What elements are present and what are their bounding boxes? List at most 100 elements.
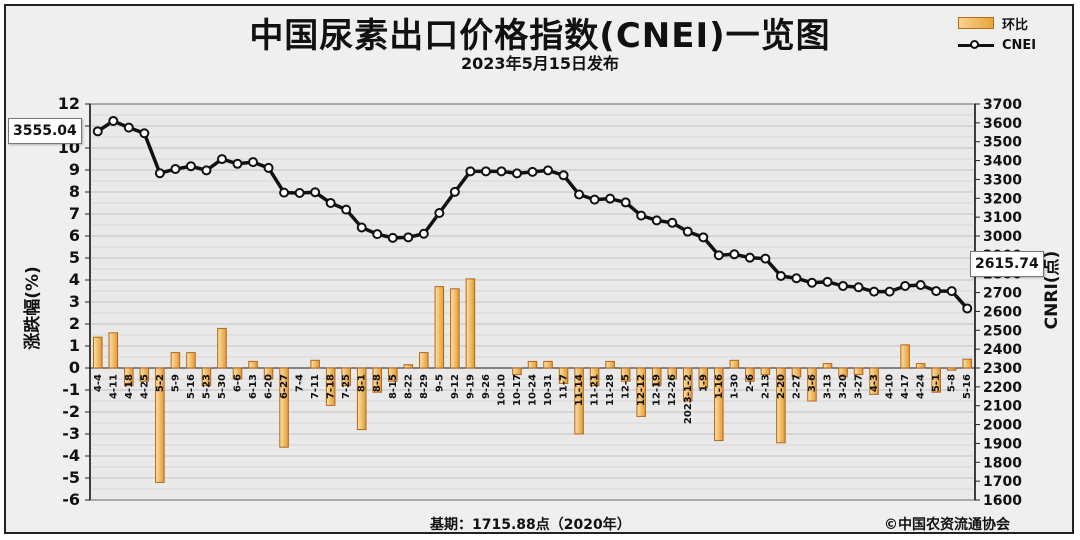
- cnei-point: [449, 186, 460, 197]
- right-tick-label: 2000: [983, 418, 1022, 434]
- right-tick-label: 1700: [983, 474, 1022, 490]
- cnei-point: [620, 197, 631, 208]
- bar-mark: [372, 367, 383, 393]
- bar-mark: [527, 360, 538, 369]
- cnei-point: [636, 210, 647, 221]
- right-axis-title: CNRI(点): [1041, 251, 1062, 330]
- category-label: 2-13: [760, 374, 771, 399]
- category-label: 8-8: [372, 374, 383, 392]
- cnei-point: [574, 189, 585, 200]
- bar-mark: [512, 367, 522, 376]
- right-tick-label: 2600: [983, 304, 1022, 320]
- cnei-point: [341, 204, 352, 215]
- bar-mark: [356, 367, 367, 431]
- cnei-point: [884, 286, 895, 297]
- legend-item-bar: 环比: [958, 12, 1068, 34]
- left-tick-label: -4: [62, 446, 80, 465]
- category-label: 1-16: [714, 374, 725, 399]
- category-label: 4-3: [869, 374, 880, 392]
- left-tick-label: 12: [58, 94, 80, 113]
- left-tick-label: 9: [69, 160, 80, 179]
- cnei-point: [511, 168, 522, 179]
- cnei-point: [605, 193, 616, 204]
- cnei-point: [962, 303, 973, 314]
- bar-mark: [807, 367, 817, 402]
- legend-bar-label: 环比: [1002, 17, 1029, 33]
- category-label: 4-24: [916, 374, 927, 399]
- category-label: 9-12: [450, 374, 461, 399]
- cnei-point: [310, 187, 321, 198]
- category-label: 5-9: [170, 374, 181, 392]
- cnei-point: [248, 157, 259, 168]
- left-tick-label: -3: [62, 424, 80, 443]
- category-label: 4-18: [124, 374, 135, 399]
- category-label: 11-28: [605, 374, 616, 406]
- category-label: 11-7: [559, 374, 570, 399]
- bar-mark: [838, 367, 848, 378]
- cnei-point: [294, 188, 305, 199]
- cnei-point: [946, 286, 957, 297]
- cnei-point: [418, 228, 429, 239]
- cnei-point: [543, 165, 554, 176]
- bar-mark: [745, 367, 755, 382]
- bar-mark: [108, 332, 119, 369]
- bar-mark: [155, 367, 165, 483]
- category-label: 9-19: [465, 374, 476, 399]
- legend-line-label: CNEI: [1002, 37, 1037, 53]
- left-tick-label: 4: [69, 270, 80, 289]
- bar-mark: [248, 360, 258, 369]
- cnei-point: [760, 253, 771, 264]
- cnei-point: [185, 161, 196, 172]
- cnei-point: [387, 232, 398, 243]
- bar-mark: [760, 367, 771, 376]
- right-tick-label: 3700: [983, 97, 1022, 113]
- bar-mark: [931, 367, 941, 393]
- cnei-point: [853, 282, 864, 293]
- cnei-point: [325, 198, 336, 208]
- left-tick-label: 1: [69, 336, 80, 355]
- bar-mark: [589, 367, 600, 387]
- left-tick-label: 0: [69, 358, 80, 377]
- category-label: 7-11: [310, 374, 321, 399]
- cnei-point: [139, 128, 150, 139]
- right-tick-label: 2200: [983, 380, 1022, 396]
- bar-mark: [263, 367, 274, 380]
- cnei-point: [465, 166, 476, 177]
- left-tick-label: 6: [69, 226, 80, 245]
- right-tick-label: 3200: [983, 191, 1022, 207]
- cnei-point: [931, 286, 942, 297]
- category-label: 10-17: [512, 374, 523, 406]
- left-tick-label: -2: [62, 402, 80, 421]
- category-label: 8-1: [357, 374, 368, 392]
- left-axis-title: 涨跌幅(%): [22, 266, 43, 350]
- bar-mark: [869, 367, 879, 395]
- bar-mark: [341, 367, 351, 387]
- bar-mark: [667, 367, 678, 380]
- category-label: 7-4: [295, 374, 306, 392]
- cnei-point: [869, 286, 880, 297]
- category-label: 5-30: [217, 374, 228, 399]
- cnei-point: [900, 280, 911, 291]
- cnei-point: [108, 115, 119, 126]
- cnei-point: [775, 270, 786, 281]
- category-label: 2-27: [791, 374, 802, 399]
- category-label: 4-10: [885, 374, 896, 399]
- cnei-point: [232, 158, 243, 169]
- bar-mark: [419, 352, 429, 369]
- cnei-point: [558, 170, 569, 181]
- category-label: 3-13: [823, 374, 834, 399]
- category-label: 5-16: [962, 374, 973, 399]
- category-label: 6-13: [248, 374, 259, 399]
- category-label: 7-18: [326, 374, 337, 399]
- category-label: 6-27: [279, 374, 290, 399]
- bar-mark: [186, 352, 196, 369]
- right-tick-label: 2300: [983, 361, 1022, 377]
- right-tick-label: 2500: [983, 323, 1022, 339]
- bar-mark: [92, 336, 103, 369]
- category-label: 5-23: [201, 374, 212, 399]
- cnei-point: [744, 252, 755, 263]
- category-label: 4-11: [108, 374, 119, 399]
- category-label: 12-19: [652, 374, 663, 406]
- bar-mark: [915, 363, 926, 369]
- bar-mark: [201, 367, 212, 387]
